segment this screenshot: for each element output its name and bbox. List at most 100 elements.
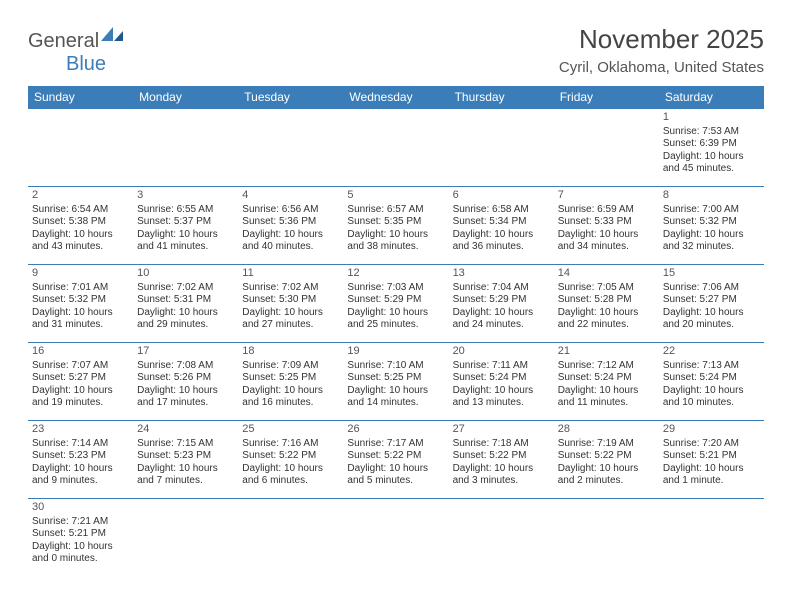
sunset-line: Sunset: 5:27 PM (32, 372, 129, 385)
sunrise-line: Sunrise: 7:11 AM (453, 360, 550, 373)
daylight-line: Daylight: 10 hours and 11 minutes. (558, 385, 655, 410)
sunset-line: Sunset: 5:21 PM (663, 450, 760, 463)
sunrise-line: Sunrise: 7:18 AM (453, 438, 550, 451)
sunset-line: Sunset: 5:31 PM (137, 294, 234, 307)
day-number: 25 (242, 423, 339, 437)
day-number: 1 (663, 111, 760, 125)
day-number: 19 (347, 345, 444, 359)
day-number: 3 (137, 189, 234, 203)
calendar-empty-cell (449, 499, 554, 577)
calendar-empty-cell (238, 109, 343, 187)
sunrise-line: Sunrise: 7:20 AM (663, 438, 760, 451)
daylight-line: Daylight: 10 hours and 9 minutes. (32, 463, 129, 488)
calendar-day-cell: 5Sunrise: 6:57 AMSunset: 5:35 PMDaylight… (343, 187, 448, 265)
sunrise-line: Sunrise: 7:06 AM (663, 282, 760, 295)
calendar-empty-cell (554, 499, 659, 577)
day-header: Tuesday (238, 86, 343, 109)
sunrise-line: Sunrise: 7:08 AM (137, 360, 234, 373)
daylight-line: Daylight: 10 hours and 7 minutes. (137, 463, 234, 488)
sunset-line: Sunset: 5:24 PM (453, 372, 550, 385)
sunset-line: Sunset: 5:26 PM (137, 372, 234, 385)
calendar-empty-cell (28, 109, 133, 187)
daylight-line: Daylight: 10 hours and 45 minutes. (663, 151, 760, 176)
day-number: 9 (32, 267, 129, 281)
daylight-line: Daylight: 10 hours and 2 minutes. (558, 463, 655, 488)
sunrise-line: Sunrise: 7:04 AM (453, 282, 550, 295)
calendar-day-cell: 3Sunrise: 6:55 AMSunset: 5:37 PMDaylight… (133, 187, 238, 265)
day-number: 22 (663, 345, 760, 359)
sunrise-line: Sunrise: 7:02 AM (137, 282, 234, 295)
sunrise-line: Sunrise: 6:57 AM (347, 204, 444, 217)
sunrise-line: Sunrise: 7:16 AM (242, 438, 339, 451)
calendar-day-cell: 15Sunrise: 7:06 AMSunset: 5:27 PMDayligh… (659, 265, 764, 343)
daylight-line: Daylight: 10 hours and 27 minutes. (242, 307, 339, 332)
sunrise-line: Sunrise: 7:53 AM (663, 126, 760, 139)
daylight-line: Daylight: 10 hours and 13 minutes. (453, 385, 550, 410)
daylight-line: Daylight: 10 hours and 34 minutes. (558, 229, 655, 254)
sunset-line: Sunset: 5:28 PM (558, 294, 655, 307)
calendar-day-cell: 14Sunrise: 7:05 AMSunset: 5:28 PMDayligh… (554, 265, 659, 343)
calendar-day-cell: 24Sunrise: 7:15 AMSunset: 5:23 PMDayligh… (133, 421, 238, 499)
day-number: 2 (32, 189, 129, 203)
sunrise-line: Sunrise: 6:55 AM (137, 204, 234, 217)
calendar-day-cell: 23Sunrise: 7:14 AMSunset: 5:23 PMDayligh… (28, 421, 133, 499)
sunrise-line: Sunrise: 7:21 AM (32, 516, 129, 529)
day-number: 11 (242, 267, 339, 281)
day-number: 23 (32, 423, 129, 437)
daylight-line: Daylight: 10 hours and 5 minutes. (347, 463, 444, 488)
calendar-day-cell: 10Sunrise: 7:02 AMSunset: 5:31 PMDayligh… (133, 265, 238, 343)
sunset-line: Sunset: 5:22 PM (453, 450, 550, 463)
sunset-line: Sunset: 5:36 PM (242, 216, 339, 229)
day-number: 30 (32, 501, 129, 515)
calendar-day-cell: 16Sunrise: 7:07 AMSunset: 5:27 PMDayligh… (28, 343, 133, 421)
sunrise-line: Sunrise: 7:09 AM (242, 360, 339, 373)
sunrise-line: Sunrise: 7:13 AM (663, 360, 760, 373)
day-number: 18 (242, 345, 339, 359)
calendar-day-cell: 25Sunrise: 7:16 AMSunset: 5:22 PMDayligh… (238, 421, 343, 499)
sunset-line: Sunset: 5:21 PM (32, 528, 129, 541)
calendar-day-cell: 9Sunrise: 7:01 AMSunset: 5:32 PMDaylight… (28, 265, 133, 343)
calendar-day-cell: 27Sunrise: 7:18 AMSunset: 5:22 PMDayligh… (449, 421, 554, 499)
day-number: 14 (558, 267, 655, 281)
sunrise-line: Sunrise: 7:12 AM (558, 360, 655, 373)
daylight-line: Daylight: 10 hours and 19 minutes. (32, 385, 129, 410)
calendar-day-cell: 28Sunrise: 7:19 AMSunset: 5:22 PMDayligh… (554, 421, 659, 499)
sunrise-line: Sunrise: 7:02 AM (242, 282, 339, 295)
sunset-line: Sunset: 5:32 PM (663, 216, 760, 229)
calendar-week-row: 30Sunrise: 7:21 AMSunset: 5:21 PMDayligh… (28, 499, 764, 577)
sunrise-line: Sunrise: 6:54 AM (32, 204, 129, 217)
calendar-week-row: 2Sunrise: 6:54 AMSunset: 5:38 PM Daylight… (28, 187, 764, 265)
sunset-line: Sunset: 5:38 PM (32, 216, 129, 229)
daylight-line: Daylight: 10 hours and 31 minutes. (32, 307, 129, 332)
sunrise-line: Sunrise: 7:01 AM (32, 282, 129, 295)
calendar-day-cell: 26Sunrise: 7:17 AMSunset: 5:22 PMDayligh… (343, 421, 448, 499)
day-number: 12 (347, 267, 444, 281)
sunset-line: Sunset: 6:39 PM (663, 138, 760, 151)
day-header: Wednesday (343, 86, 448, 109)
daylight-line: Daylight: 10 hours and 16 minutes. (242, 385, 339, 410)
sunrise-line: Sunrise: 7:07 AM (32, 360, 129, 373)
calendar-day-cell: 8Sunrise: 7:00 AMSunset: 5:32 PMDaylight… (659, 187, 764, 265)
header-block: November 2025 Cyril, Oklahoma, United St… (28, 24, 764, 76)
day-number: 7 (558, 189, 655, 203)
daylight-line: Daylight: 10 hours and 22 minutes. (558, 307, 655, 332)
day-number: 28 (558, 423, 655, 437)
daylight-line: Daylight: 10 hours and 41 minutes. (137, 229, 234, 254)
day-number: 27 (453, 423, 550, 437)
month-title: November 2025 (28, 24, 764, 55)
day-number: 24 (137, 423, 234, 437)
calendar-day-cell: 11Sunrise: 7:02 AMSunset: 5:30 PMDayligh… (238, 265, 343, 343)
sunset-line: Sunset: 5:24 PM (663, 372, 760, 385)
calendar-body: 1Sunrise: 7:53 AMSunset: 6:39 PMDaylight… (28, 109, 764, 577)
day-number: 4 (242, 189, 339, 203)
calendar-empty-cell (133, 499, 238, 577)
calendar-week-row: 16Sunrise: 7:07 AMSunset: 5:27 PMDayligh… (28, 343, 764, 421)
day-number: 8 (663, 189, 760, 203)
sunrise-line: Sunrise: 6:58 AM (453, 204, 550, 217)
day-number: 29 (663, 423, 760, 437)
calendar-day-cell: 2Sunrise: 6:54 AMSunset: 5:38 PMDaylight… (28, 187, 133, 265)
sunrise-line: Sunrise: 7:14 AM (32, 438, 129, 451)
calendar-day-cell: 22Sunrise: 7:13 AMSunset: 5:24 PMDayligh… (659, 343, 764, 421)
calendar-day-cell: 19Sunrise: 7:10 AMSunset: 5:25 PMDayligh… (343, 343, 448, 421)
daylight-line: Daylight: 10 hours and 10 minutes. (663, 385, 760, 410)
